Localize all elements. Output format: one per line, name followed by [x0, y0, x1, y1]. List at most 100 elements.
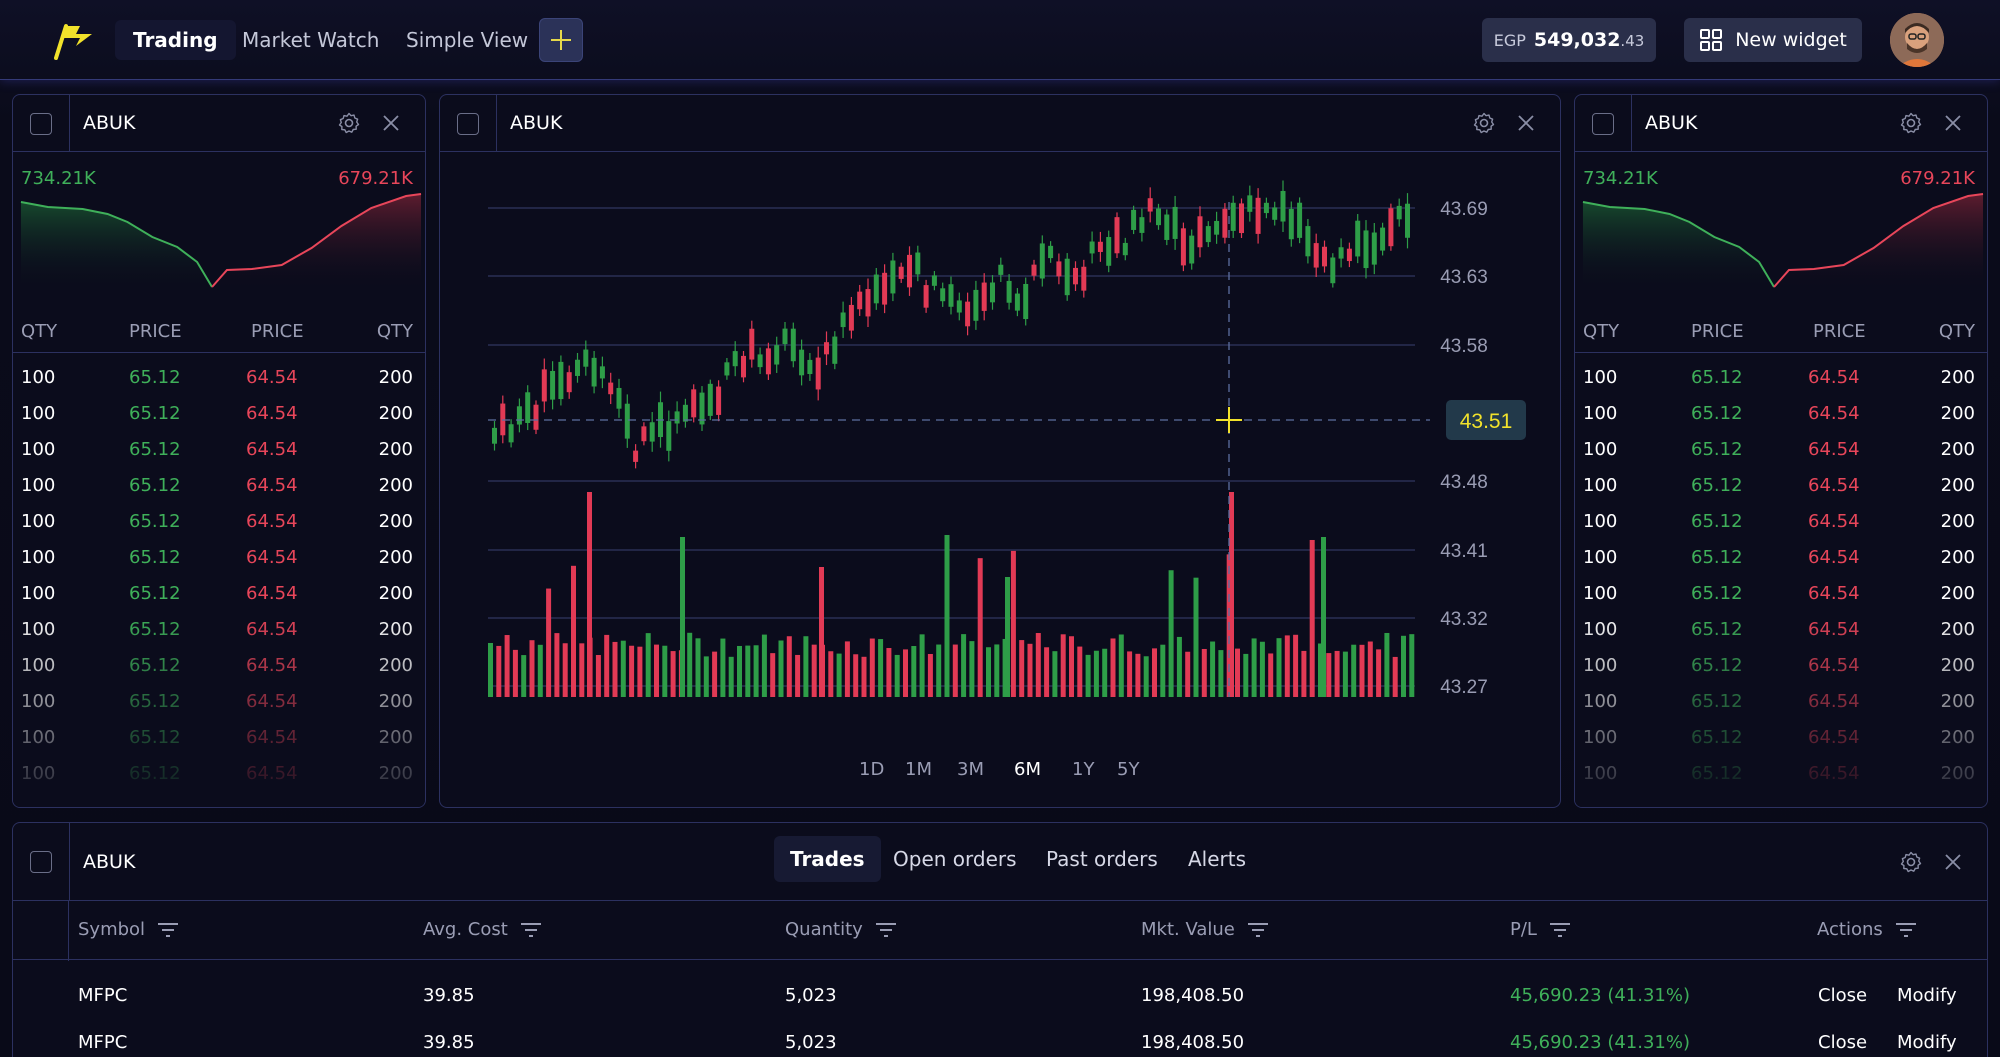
ask-price: 64.54 — [1808, 403, 1860, 424]
bid-qty: 100 — [21, 583, 56, 604]
price-chart[interactable]: 43.6943.6343.5843.4843.4143.3243.27Dec20… — [440, 152, 1561, 712]
candle — [1272, 207, 1278, 220]
order-book-row[interactable]: 100 65.12 64.54 200 — [13, 395, 425, 431]
order-book-row[interactable]: 100 65.12 64.54 200 — [13, 431, 425, 467]
volume-bar — [604, 634, 610, 697]
volume-bar — [1259, 641, 1265, 697]
table-row[interactable]: MFPC 39.85 5,023 198,408.50 45,690.23 (41.31… — [0, 975, 2000, 1019]
volume-bar — [770, 653, 776, 697]
new-widget-button[interactable]: New widget — [1684, 18, 1862, 62]
volume-bar — [687, 632, 693, 697]
candle — [633, 450, 639, 462]
close-icon[interactable] — [1941, 111, 1965, 135]
candle — [940, 288, 946, 302]
panel-select-checkbox[interactable] — [13, 823, 70, 901]
tab-past-orders[interactable]: Past orders — [1046, 847, 1158, 871]
order-book-row[interactable]: 100 65.12 64.54 200 — [13, 539, 425, 575]
gear-icon[interactable] — [337, 111, 361, 135]
candle — [1164, 214, 1170, 240]
col-avg-cost[interactable]: Avg. Cost — [423, 919, 542, 940]
close-button[interactable]: Close — [1818, 985, 1868, 1006]
close-button[interactable]: Close — [1818, 1032, 1868, 1053]
timeframe-1y[interactable]: 1Y — [1072, 759, 1095, 780]
candle — [873, 274, 879, 304]
panel-select-checkbox[interactable] — [13, 95, 70, 152]
order-book-row[interactable]: 100 65.12 64.54 200 — [13, 359, 425, 395]
cell-pl: 45,690.23 (41.31%) — [1510, 1032, 1691, 1053]
volume-bar — [1235, 648, 1240, 697]
tab-open-orders[interactable]: Open orders — [893, 847, 1017, 871]
gear-icon[interactable] — [1899, 850, 1923, 874]
candle — [516, 406, 522, 425]
y-tick-label: 43.48 — [1440, 472, 1488, 493]
candle — [1180, 228, 1186, 266]
order-book-row[interactable]: 100 65.12 64.54 200 — [1575, 359, 1987, 395]
order-book-row[interactable]: 100 65.12 64.54 200 — [1575, 503, 1987, 539]
candle — [741, 355, 746, 378]
ask-qty: 200 — [1940, 439, 1975, 460]
candle — [807, 359, 813, 375]
candle — [898, 266, 904, 279]
candle — [790, 328, 796, 362]
logo-icon[interactable] — [52, 20, 96, 60]
col-price-ask: PRICE — [1813, 321, 1866, 342]
close-icon[interactable] — [1514, 111, 1538, 135]
order-book-row[interactable]: 100 65.12 64.54 200 — [1575, 431, 1987, 467]
volume-bar — [1321, 537, 1326, 697]
add-tab-button[interactable] — [539, 18, 583, 62]
candle — [1056, 261, 1062, 277]
close-icon[interactable] — [379, 111, 403, 135]
order-book-row[interactable]: 100 65.12 64.54 200 — [1575, 395, 1987, 431]
nav-tab-market-watch[interactable]: Market Watch — [242, 28, 380, 52]
table-row[interactable]: MFPC 39.85 5,023 198,408.50 45,690.23 (41.31… — [0, 1022, 2000, 1057]
gear-icon[interactable] — [1472, 111, 1496, 135]
col-pl[interactable]: P/L — [1510, 919, 1571, 940]
order-book-row[interactable]: 100 65.12 64.54 200 — [13, 575, 425, 611]
volume-bar — [969, 641, 975, 697]
candle — [1031, 264, 1037, 276]
order-book-row[interactable]: 100 65.12 64.54 200 — [1575, 467, 1987, 503]
timeframe-1m[interactable]: 1M — [905, 759, 932, 780]
cell-symbol: MFPC — [78, 985, 128, 1006]
candle — [674, 411, 680, 424]
col-mkt-value[interactable]: Mkt. Value — [1141, 919, 1269, 940]
close-icon[interactable] — [1941, 850, 1965, 874]
modify-button[interactable]: Modify — [1897, 985, 1957, 1006]
col-symbol[interactable]: Symbol — [78, 919, 179, 940]
tab-trades[interactable]: Trades — [774, 836, 881, 882]
cell-mkt-value: 198,408.50 — [1141, 985, 1245, 1006]
volume-bar — [612, 641, 618, 697]
timeframe-1d[interactable]: 1D — [859, 759, 885, 780]
cell-pl: 45,690.23 (41.31%) — [1510, 985, 1691, 1006]
panel-select-checkbox[interactable] — [440, 95, 497, 152]
bid-price: 65.12 — [129, 583, 181, 604]
candle — [1156, 208, 1161, 226]
timeframe-5y[interactable]: 5Y — [1117, 759, 1140, 780]
volume-bar — [903, 649, 908, 697]
ask-qty: 200 — [378, 511, 413, 532]
candle — [990, 282, 995, 303]
timeframe-3m[interactable]: 3M — [957, 759, 984, 780]
panel-symbol: ABUK — [83, 851, 136, 873]
volume-bar — [803, 636, 809, 697]
order-book-row[interactable]: 100 65.12 64.54 200 — [13, 467, 425, 503]
order-book-row[interactable]: 100 65.12 64.54 200 — [13, 503, 425, 539]
volume-bar — [595, 655, 601, 697]
tab-alerts[interactable]: Alerts — [1188, 847, 1247, 871]
col-quantity[interactable]: Quantity — [785, 919, 897, 940]
nav-tab-simple-view[interactable]: Simple View — [406, 28, 529, 52]
order-book-row[interactable]: 100 65.12 64.54 200 — [1575, 575, 1987, 611]
col-actions[interactable]: Actions — [1817, 919, 1917, 940]
timeframe-6m[interactable]: 6M — [1014, 759, 1041, 780]
candle — [541, 369, 547, 402]
order-book-panel-left: ABUK 734.21K 679.21K QTY PRICE PRICE QTY… — [12, 94, 426, 808]
user-avatar[interactable] — [1890, 13, 1944, 67]
volume-bar — [1152, 648, 1157, 697]
nav-tab-trading[interactable]: Trading — [115, 20, 236, 60]
panel-symbol: ABUK — [510, 112, 563, 134]
volume-bar — [1326, 653, 1332, 697]
order-book-row[interactable]: 100 65.12 64.54 200 — [1575, 539, 1987, 575]
gear-icon[interactable] — [1899, 111, 1923, 135]
modify-button[interactable]: Modify — [1897, 1032, 1957, 1053]
panel-select-checkbox[interactable] — [1575, 95, 1632, 152]
